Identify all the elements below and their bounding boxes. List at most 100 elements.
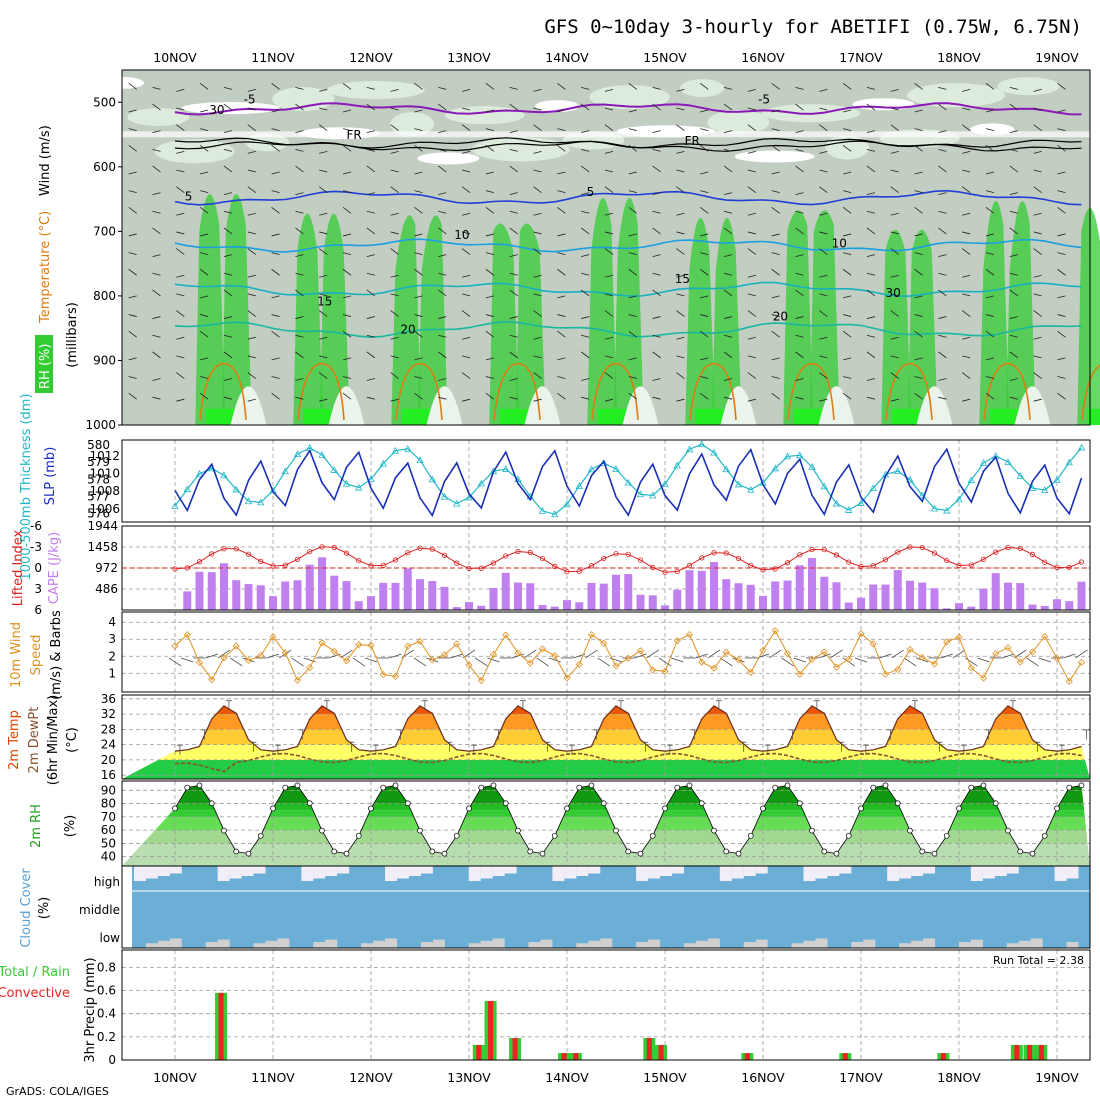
low-cloud-gap [205, 942, 218, 948]
wind-barb [128, 190, 137, 194]
bottom-date-label: 15NOV [643, 1070, 687, 1085]
thickness-point [967, 476, 975, 484]
li-point [405, 550, 411, 556]
high-cloud-gap [671, 866, 684, 874]
wind-barb [652, 351, 661, 359]
wind-barb [390, 248, 399, 255]
wind-barb [414, 330, 423, 338]
low-cloud-gap [815, 938, 828, 948]
wind-barb [319, 231, 328, 235]
precip-conv-bar [744, 1053, 750, 1060]
wind-barb [557, 145, 566, 152]
wind-barb [962, 398, 971, 402]
high-cloud-gap [313, 866, 326, 879]
moist-column [711, 217, 742, 425]
wind-barb [1033, 355, 1042, 359]
wind-barb [581, 272, 590, 276]
wind-barb [581, 130, 590, 134]
wind-barb-10m [536, 657, 549, 667]
contour-20c [174, 320, 1082, 339]
wind-barb [319, 398, 328, 402]
wind-barb [247, 212, 256, 216]
wind-barb [438, 103, 447, 111]
thickness-point [367, 475, 375, 483]
top-date-label: 12NOV [349, 50, 393, 65]
wind-barb [414, 357, 423, 361]
wind-barb [723, 227, 733, 235]
cape-bar [1016, 583, 1025, 610]
wind-barb [985, 376, 995, 379]
wind-barb [938, 396, 947, 400]
wind-barb [700, 252, 709, 255]
wind-barb [200, 190, 209, 194]
wind-barb [366, 254, 375, 257]
warm-layer-contour [885, 362, 933, 421]
wind-barb [366, 210, 375, 214]
wind-barb [366, 165, 376, 173]
contour-label: 10 [832, 237, 847, 251]
wind-speed-point [489, 651, 498, 659]
wind-barb [961, 186, 971, 193]
temp-axis-line2: 2m DewPt [27, 707, 42, 774]
wind-barb [557, 171, 566, 175]
wind-barb-10m [340, 649, 353, 659]
li-point [993, 549, 999, 555]
rh-point [956, 805, 962, 812]
wind-barb-10m [940, 653, 953, 659]
rh-point [735, 850, 742, 857]
wind-barb [461, 248, 471, 255]
temp-tick-label: 32 [101, 707, 116, 721]
wind-speed-point [355, 641, 363, 649]
li-point [429, 546, 435, 552]
wind-barb [509, 165, 518, 173]
wind-barb [866, 130, 876, 134]
wind-barb [700, 357, 709, 361]
cape-bar [489, 588, 498, 610]
wind-barb [771, 295, 780, 299]
cape-bar [587, 583, 596, 610]
thickness-point [1028, 484, 1037, 491]
dry-air-region [326, 81, 425, 100]
wind-speed-point [269, 633, 277, 641]
wind-barb [295, 148, 304, 152]
wind-barb [438, 192, 447, 196]
thickness-point [832, 499, 841, 507]
wind-barb [414, 392, 423, 400]
wind-barb [557, 128, 566, 132]
wind-barb [390, 107, 399, 111]
wind-barb [1057, 268, 1066, 276]
wind-barb [461, 169, 471, 173]
wind-speed-point [465, 661, 473, 669]
cape-bar [269, 596, 277, 610]
cape-bar [465, 602, 473, 610]
wind-barb [747, 248, 757, 255]
cape-bar [501, 572, 510, 610]
wind-barb [628, 145, 638, 152]
wind-barb [295, 192, 304, 196]
wind-speed-point [943, 638, 951, 646]
wind-barb [962, 336, 971, 340]
wind-barb [1033, 186, 1042, 193]
wind-barb [271, 109, 280, 113]
wind-barb [390, 293, 399, 297]
wind-barb [866, 316, 876, 319]
wind-barb-10m [671, 657, 684, 663]
cape-bar [428, 581, 437, 610]
li-point [968, 562, 974, 568]
warm-layer-contour [395, 362, 443, 421]
cape-bar [195, 571, 204, 610]
wind-barb-10m [230, 657, 243, 667]
wind-barb [676, 372, 685, 379]
thickness-point [869, 484, 877, 492]
wind-speed-point [428, 656, 436, 664]
li-point [699, 555, 705, 561]
temperature-axis-label: Temperature (°C) [38, 211, 53, 324]
wind-barb [485, 376, 495, 379]
wind-barb [271, 206, 280, 214]
wind-barb [199, 392, 209, 400]
temp-band [122, 775, 1090, 779]
wind-barb [628, 314, 637, 317]
bottom-date-label: 10NOV [153, 1070, 197, 1085]
pressure-tick-label: 800 [93, 289, 116, 303]
wind-barb [938, 272, 947, 276]
